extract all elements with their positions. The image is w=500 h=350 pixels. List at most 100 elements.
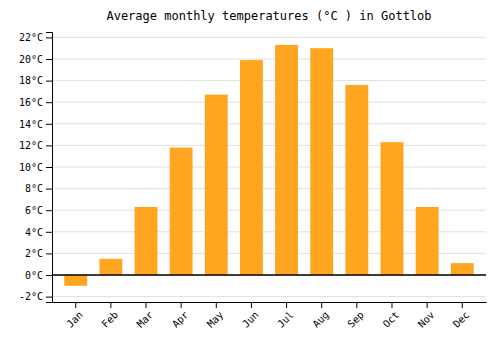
grid-line [52, 188, 486, 189]
grid-line [52, 167, 486, 168]
tick-mark [46, 297, 52, 298]
grid-line [52, 296, 486, 297]
tick: Mar [135, 302, 156, 330]
tick-label: May [205, 309, 226, 330]
tick: Feb [100, 302, 121, 330]
tick-mark [146, 302, 147, 308]
y-axis: -2°C 0°C 2°C 4°C 6°C 8°C 10°C 12°C 14°C 16°C 18°C 2… [19, 32, 53, 302]
bar [99, 259, 122, 275]
tick-label: Jul [275, 309, 296, 330]
bar [64, 275, 87, 286]
tick-label: Feb [100, 309, 121, 330]
tick: 12°C [19, 140, 52, 151]
bar [416, 207, 439, 275]
tick-label: Apr [170, 309, 191, 330]
tick-mark [181, 302, 182, 308]
bars [52, 45, 486, 286]
tick: 14°C [19, 119, 52, 130]
tick-mark [46, 253, 52, 254]
tick: 0°C [25, 270, 52, 281]
tick-mark [427, 302, 428, 308]
grid [52, 37, 486, 296]
tick-mark [46, 145, 52, 146]
tick-mark [391, 302, 392, 308]
tick-label: 16°C [19, 97, 43, 108]
tick-label: 10°C [19, 162, 43, 173]
bar [240, 60, 263, 275]
tick-mark [110, 302, 111, 308]
grid-line [52, 59, 486, 60]
tick-label: Jun [240, 309, 261, 330]
chart: -2°C 0°C 2°C 4°C 6°C 8°C 10°C 12°C 14°C 16°C 18°C 2… [0, 0, 500, 350]
tick-mark [46, 102, 52, 103]
bar [170, 148, 193, 275]
tick-label: 2°C [25, 248, 43, 259]
tick-mark [46, 189, 52, 190]
tick: 6°C [25, 205, 52, 216]
tick-label: Nov [416, 309, 437, 330]
tick-label: 4°C [25, 227, 43, 238]
grid-line [52, 145, 486, 146]
tick: Jun [240, 302, 261, 330]
tick: Dec [451, 302, 472, 330]
tick-label: 20°C [19, 54, 43, 65]
tick-mark [46, 167, 52, 168]
bar [381, 142, 404, 275]
bar [451, 263, 474, 275]
tick: Jul [275, 302, 296, 330]
tick: 2°C [25, 248, 52, 259]
bar [310, 48, 333, 275]
tick-label: Sep [345, 309, 366, 330]
tick-label: 0°C [25, 270, 43, 281]
tick-label: Aug [310, 309, 331, 330]
tick: Jan [64, 302, 85, 330]
tick: 8°C [25, 183, 52, 194]
tick-label: Mar [135, 309, 156, 330]
grid-line [52, 37, 486, 38]
tick: 18°C [19, 75, 52, 86]
tick-label: 12°C [19, 140, 43, 151]
title: Average monthly temperatures (°C ) in Go… [106, 9, 431, 23]
tick-label: 22°C [19, 32, 43, 43]
grid-line [52, 275, 486, 276]
tick-mark [46, 81, 52, 82]
tick-mark [46, 124, 52, 125]
tick: 20°C [19, 54, 52, 65]
tick: Oct [381, 302, 402, 330]
tick: Apr [170, 302, 191, 330]
tick-mark [46, 59, 52, 60]
tick-label: -2°C [19, 291, 43, 302]
tick: Aug [310, 302, 331, 330]
tick-mark [286, 302, 287, 308]
tick: 22°C [19, 32, 52, 43]
tick-mark [46, 275, 52, 276]
grid-line [52, 102, 486, 103]
tick: 4°C [25, 227, 52, 238]
bar [345, 85, 368, 275]
axis-line [53, 302, 487, 303]
tick-label: Oct [381, 309, 402, 330]
tick-mark [251, 302, 252, 308]
tick-mark [46, 232, 52, 233]
tick-mark [356, 302, 357, 308]
plot: -2°C 0°C 2°C 4°C 6°C 8°C 10°C 12°C 14°C 16°C 18°C 2… [19, 32, 487, 330]
tick-mark [216, 302, 217, 308]
tick: -2°C [19, 291, 52, 302]
bar [205, 95, 228, 275]
bar [135, 207, 158, 275]
tick-label: 14°C [19, 119, 43, 130]
axis-line [46, 33, 53, 303]
tick: May [205, 302, 226, 330]
x-axis: Jan Feb Mar Apr May Jun Jul Aug Sep Oct Nov Dec [53, 302, 487, 330]
zero-line [52, 274, 486, 276]
tick: Sep [345, 302, 366, 330]
tick: Nov [416, 302, 437, 330]
bar [275, 45, 298, 275]
tick-mark [321, 302, 322, 308]
tick: 10°C [19, 162, 52, 173]
tick-label: Jan [64, 309, 85, 330]
tick-label: 18°C [19, 75, 43, 86]
tick-label: 8°C [25, 183, 43, 194]
grid-line [52, 123, 486, 124]
tick: 16°C [19, 97, 52, 108]
